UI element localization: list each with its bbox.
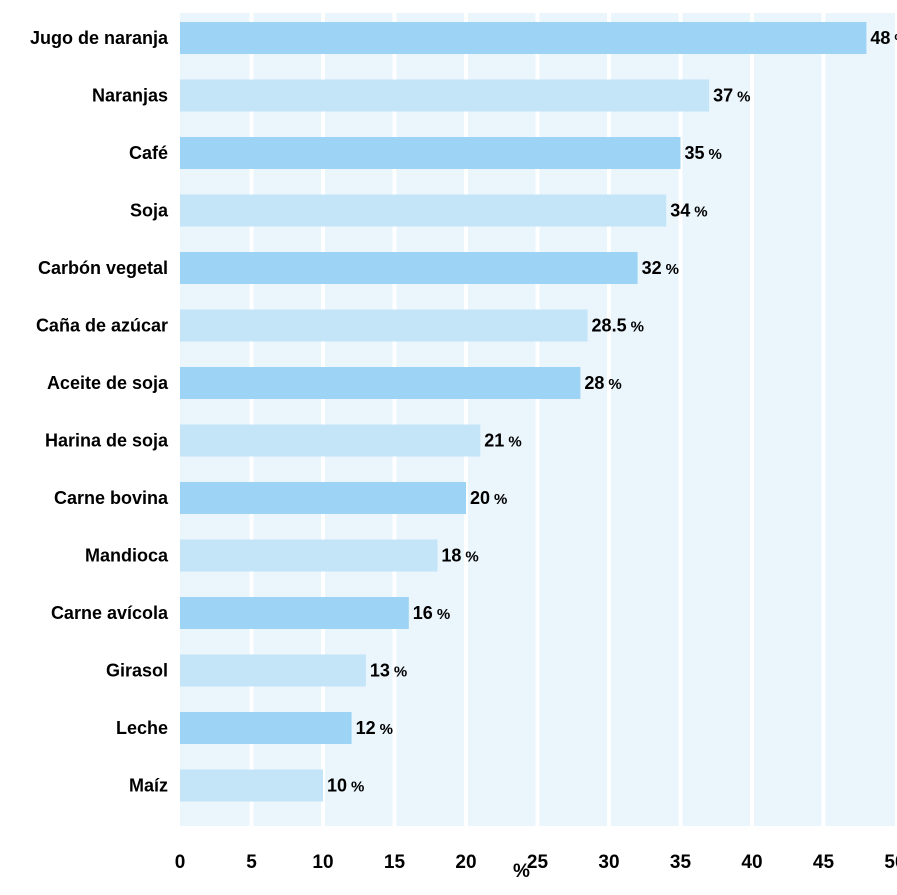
category-labels: Jugo de naranja Naranjas Café Soja Carbón ve…	[30, 28, 169, 796]
bar	[180, 769, 323, 802]
category-label: Girasol	[106, 661, 168, 681]
category-label: Caña de azúcar	[36, 316, 168, 336]
x-tick-label: 35	[670, 852, 692, 873]
x-tick-label: 45	[813, 852, 835, 873]
value-label: 35%	[685, 143, 722, 163]
bar	[180, 309, 588, 342]
value-unit: %	[737, 89, 750, 106]
x-tick-label: 15	[384, 852, 406, 873]
bar	[180, 137, 681, 169]
value-number: 32	[642, 258, 662, 278]
value-labels: 48%37%35%34%32%28.5%28%21%20%18%16%13%12…	[327, 28, 897, 796]
value-label: 28%	[584, 373, 621, 393]
value-unit: %	[380, 721, 393, 738]
value-label: 32%	[642, 258, 679, 278]
value-label: 16%	[413, 603, 450, 623]
bar	[180, 22, 867, 54]
x-tick-label: 10	[312, 852, 333, 873]
category-label: Harina de soja	[45, 431, 169, 451]
value-label: 34%	[670, 201, 707, 221]
bar	[180, 482, 466, 514]
x-tick-label: 30	[598, 852, 619, 873]
category-label: Naranjas	[92, 86, 168, 106]
value-unit: %	[437, 606, 450, 623]
x-tick-label: 25	[527, 852, 549, 873]
value-number: 21	[484, 431, 504, 451]
category-label: Café	[129, 143, 168, 163]
category-label: Carbón vegetal	[38, 258, 168, 278]
value-label: 12%	[356, 718, 393, 738]
value-unit: %	[351, 779, 364, 796]
value-unit: %	[694, 204, 707, 221]
value-label: 13%	[370, 661, 407, 681]
category-label: Aceite de soja	[47, 373, 169, 393]
x-tick-labels: 0 5 10 15 20 25 30 35 40 45 50	[175, 852, 897, 873]
value-label: 10%	[327, 776, 364, 796]
value-number: 18	[441, 546, 461, 566]
value-number: 37	[713, 86, 733, 106]
value-label: 37%	[713, 86, 750, 106]
value-number: 48	[870, 28, 890, 48]
category-label: Carne avícola	[51, 603, 169, 623]
value-number: 28.5	[592, 316, 627, 336]
value-number: 12	[356, 718, 376, 738]
bar	[180, 424, 481, 457]
value-number: 35	[685, 143, 705, 163]
value-unit: %	[465, 549, 478, 566]
value-label: 21%	[484, 431, 521, 451]
x-tick-label: 0	[175, 852, 186, 873]
category-label: Leche	[116, 718, 168, 738]
x-tick-label: 40	[741, 852, 762, 873]
category-label: Mandioca	[85, 546, 169, 566]
bar	[180, 194, 667, 227]
value-label: 28.5%	[592, 316, 644, 336]
value-number: 34	[670, 201, 690, 221]
value-unit: %	[608, 376, 621, 393]
value-unit: %	[508, 434, 521, 451]
value-number: 20	[470, 488, 490, 508]
value-label: 48%	[870, 28, 897, 48]
category-label: Jugo de naranja	[30, 28, 169, 48]
bar	[180, 252, 638, 284]
value-label: 20%	[470, 488, 507, 508]
category-label: Maíz	[129, 776, 168, 796]
value-label: 18%	[441, 546, 478, 566]
bar	[180, 712, 352, 744]
bar	[180, 539, 438, 572]
category-label: Carne bovina	[54, 488, 169, 508]
value-number: 13	[370, 661, 390, 681]
value-unit: %	[666, 261, 679, 278]
x-tick-label: 5	[246, 852, 257, 873]
bar	[180, 597, 409, 629]
value-number: 16	[413, 603, 433, 623]
value-unit: %	[894, 31, 897, 48]
x-tick-label: 50	[884, 852, 897, 873]
value-unit: %	[631, 319, 644, 336]
category-label: Soja	[130, 201, 169, 221]
value-number: 10	[327, 776, 347, 796]
bar	[180, 654, 366, 687]
value-unit: %	[494, 491, 507, 508]
x-tick-label: 20	[455, 852, 476, 873]
value-unit: %	[394, 664, 407, 681]
bars	[180, 22, 867, 802]
bar	[180, 79, 710, 112]
x-axis-title: %	[513, 861, 530, 882]
value-number: 28	[584, 373, 604, 393]
bar	[180, 367, 581, 399]
value-unit: %	[709, 146, 722, 163]
